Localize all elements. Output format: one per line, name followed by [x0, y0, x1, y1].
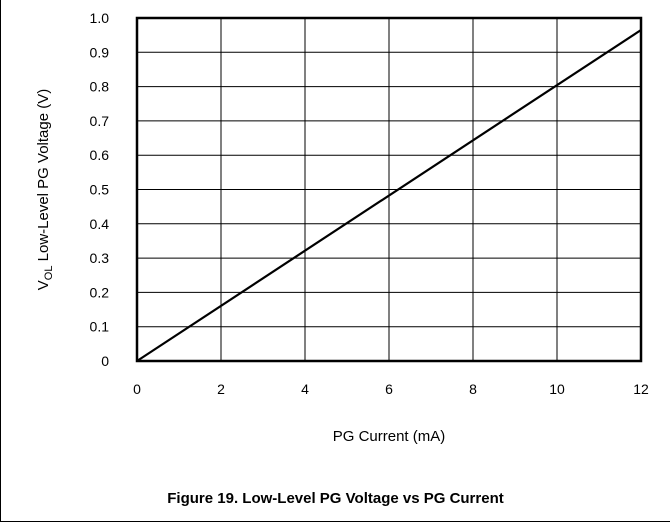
- chart: 0 2 4 6 8 10 12 0 0.1 0.2 0.3 0.4 0.5 0.6 0.7 0.8 0.9 1.…: [35, 10, 649, 445]
- y-axis-label: VOL Low-Level PG Voltage (V): [35, 89, 55, 290]
- x-tick-label: 8: [469, 381, 477, 397]
- plot-border: [135, 16, 643, 363]
- y-tick-label: 0: [101, 353, 109, 369]
- y-tick-label: 0.5: [90, 182, 110, 198]
- y-tick-label: 0.9: [90, 44, 110, 60]
- x-tick-label: 0: [133, 381, 141, 397]
- series-line-0: [136, 29, 642, 362]
- x-axis-label: PG Current (mA): [333, 428, 446, 445]
- y-tick-label: 0.7: [90, 113, 110, 129]
- x-tick-label: 2: [217, 381, 225, 397]
- y-tick-label: 0.6: [90, 147, 110, 163]
- x-tick-label: 10: [549, 381, 565, 397]
- series: [136, 29, 642, 362]
- x-tick-label: 12: [633, 381, 649, 397]
- y-tick-label: 0.8: [90, 79, 110, 95]
- y-tick-label: 0.4: [90, 216, 110, 232]
- x-tick-label: 4: [301, 381, 309, 397]
- x-tick-labels: 0 2 4 6 8 10 12: [133, 381, 649, 397]
- grid: [136, 17, 642, 362]
- y-tick-labels: 0 0.1 0.2 0.3 0.4 0.5 0.6 0.7 0.8 0.9 1.0: [90, 10, 110, 369]
- y-tick-label: 0.2: [90, 284, 110, 300]
- figure-caption: Figure 19. Low-Level PG Voltage vs PG Cu…: [167, 490, 504, 507]
- y-tick-label: 0.3: [90, 250, 110, 266]
- x-tick-label: 6: [385, 381, 393, 397]
- y-tick-label: 1.0: [90, 10, 110, 26]
- y-tick-label: 0.1: [90, 319, 110, 335]
